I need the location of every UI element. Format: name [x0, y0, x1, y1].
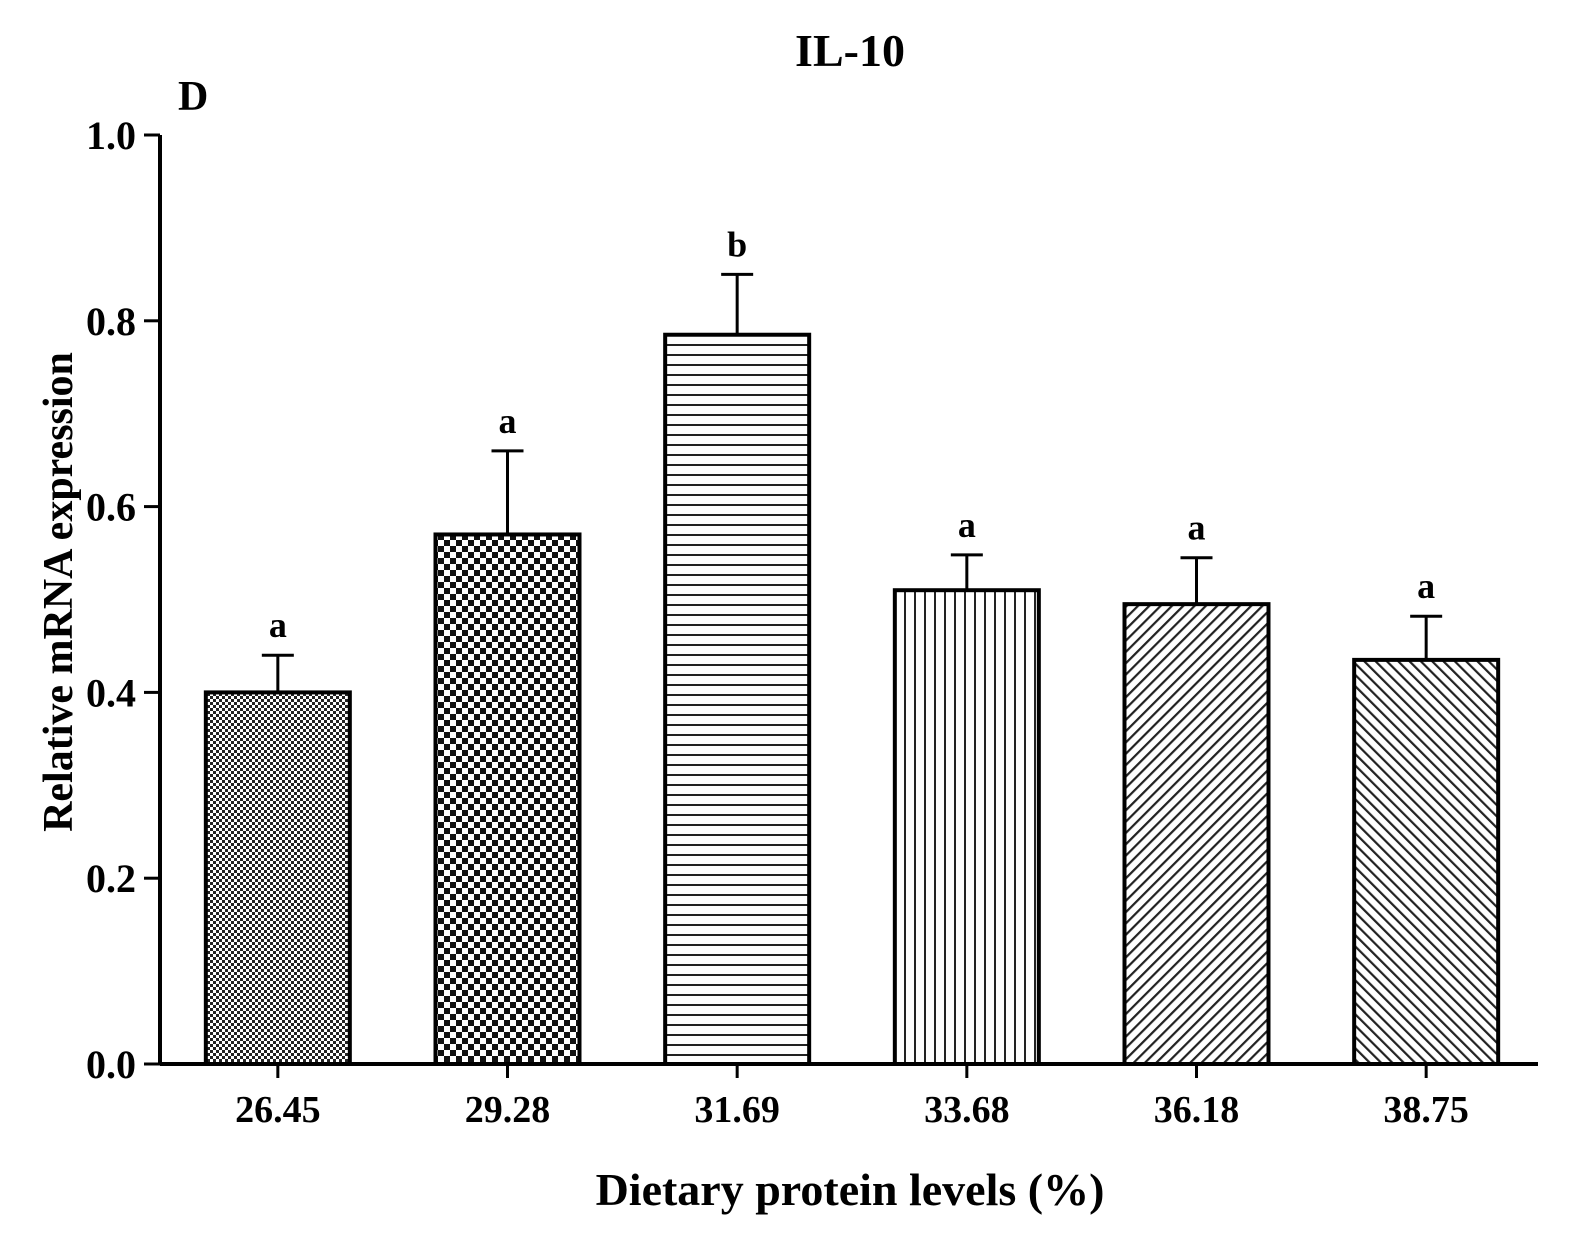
x-tick-label-38.75: 38.75: [1383, 1089, 1469, 1131]
chart-title: IL-10: [795, 25, 905, 76]
x-tick-label-26.45: 26.45: [235, 1089, 321, 1131]
y-tick-label-0.0: 0.0: [86, 1042, 136, 1087]
significance-label-4: a: [1188, 508, 1206, 548]
bar-29.28: [433, 532, 582, 1066]
y-axis-label: Relative mRNA expression: [36, 352, 82, 832]
x-tick-label-31.69: 31.69: [694, 1089, 780, 1131]
bar-36.18: [1122, 602, 1271, 1067]
panel-label: D: [178, 74, 208, 120]
bar-31.69: [663, 332, 812, 1066]
bar-33.68: [892, 588, 1041, 1067]
bars-layer: a a b a a a: [203, 224, 1501, 1067]
y-tick-label-0.4: 0.4: [86, 670, 136, 715]
significance-label-3: a: [958, 505, 976, 545]
significance-label-5: a: [1417, 566, 1435, 606]
x-tick-label-29.28: 29.28: [465, 1089, 551, 1131]
x-tick-label-33.68: 33.68: [924, 1089, 1010, 1131]
significance-label-1: a: [499, 401, 517, 441]
axes-layer: 26.45 29.28 31.69 33.68 36.18 38.75 0.0 0.2 0.4 0…: [86, 113, 1538, 1131]
x-axis-label: Dietary protein levels (%): [596, 1164, 1105, 1215]
bar-26.45: [203, 690, 352, 1067]
y-tick-label-0.2: 0.2: [86, 856, 136, 901]
significance-label-0: a: [269, 605, 287, 645]
y-tick-label-1.0: 1.0: [86, 113, 136, 158]
significance-label-2: b: [727, 224, 747, 264]
y-tick-label-0.6: 0.6: [86, 485, 136, 530]
x-tick-label-36.18: 36.18: [1154, 1089, 1240, 1131]
bar-38.75: [1352, 657, 1501, 1066]
y-tick-label-0.8: 0.8: [86, 299, 136, 344]
